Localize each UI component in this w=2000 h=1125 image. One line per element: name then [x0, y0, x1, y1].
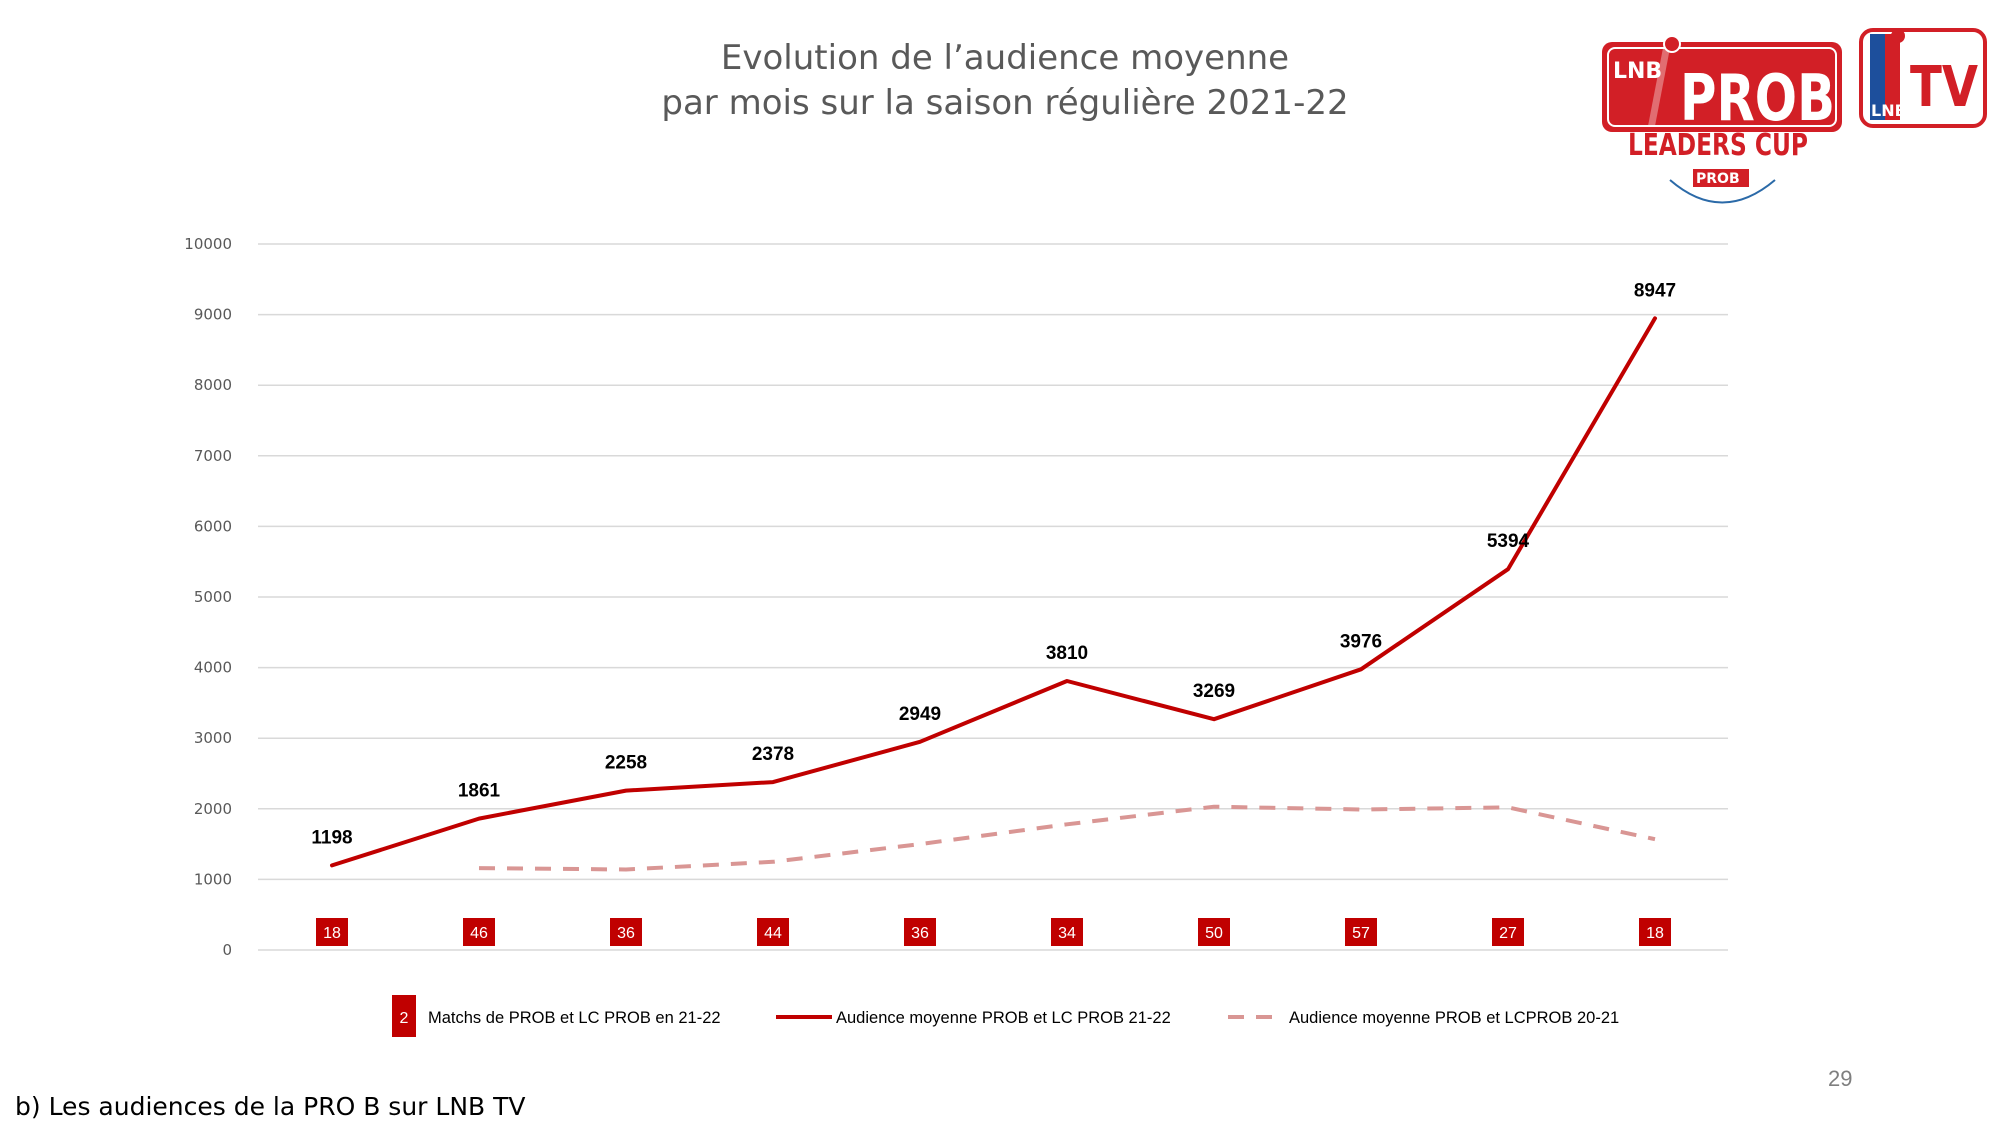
page-number: 29 [1828, 1066, 1853, 1091]
match-count-badge-label: 50 [1205, 925, 1223, 942]
match-count-badge: 34 [1051, 918, 1083, 946]
data-label: 5394 [1487, 531, 1530, 552]
match-count-badge-box [1345, 918, 1377, 946]
lnb-tv-logo: LNB TV [1858, 26, 1990, 132]
match-count-badge-box [463, 918, 495, 946]
y-tick-label: 4000 [194, 659, 232, 677]
match-count-badge: 27 [1492, 918, 1524, 946]
match-count-badge-box [1198, 918, 1230, 946]
match-count-badge-box [1492, 918, 1524, 946]
chart-title-line2: par mois sur la saison régulière 2021-22 [661, 83, 1349, 123]
y-tick-label: 1000 [194, 870, 232, 888]
match-count-badge-label: 18 [1646, 925, 1664, 942]
data-label: 2258 [605, 753, 647, 774]
prob-logo-main-text: PROB [1680, 62, 1835, 136]
chart-title-line1: Evolution de l’audience moyenne [720, 38, 1290, 78]
data-label: 1861 [458, 781, 501, 802]
match-count-badge-label: 57 [1352, 925, 1370, 942]
legend-label-current-season: Audience moyenne PROB et LC PROB 21-22 [836, 1009, 1171, 1027]
y-tick-label: 6000 [194, 517, 232, 535]
match-count-badge-box [1051, 918, 1083, 946]
match-count-badge: 44 [757, 918, 789, 946]
match-count-badge: 36 [904, 918, 936, 946]
slide-caption: b) Les audiences de la PRO B sur LNB TV [15, 1092, 526, 1121]
data-label: 8947 [1634, 280, 1676, 301]
prob-leaders-cup-logo: LNB PROB LEADERS CUP PROB [1600, 30, 1850, 220]
match-count-badge: 50 [1198, 918, 1230, 946]
data-labels: 1198 1861 2258 2378 2949 3810 3269 3976 5394 8947 [311, 280, 1676, 848]
gridlines [258, 243, 1728, 951]
match-count-badge-label: 44 [764, 925, 782, 942]
y-axis-tick-labels: 0 1000 2000 3000 4000 5000 6000 7000 8000 9000 100… [184, 235, 232, 959]
prob-logo-badge-text: PROB [1696, 171, 1740, 187]
series-line-2021-22 [330, 316, 1657, 868]
legend-label-previous-season: Audience moyenne PROB et LCPROB 20-21 [1289, 1009, 1619, 1027]
match-count-badge: 18 [1639, 918, 1671, 946]
y-tick-label: 9000 [194, 306, 232, 324]
match-count-badge-label: 27 [1499, 925, 1517, 942]
y-tick-label: 7000 [194, 447, 232, 465]
data-label: 3976 [1340, 631, 1382, 652]
match-count-badge-label: 34 [1058, 925, 1076, 942]
y-tick-label: 10000 [184, 235, 232, 253]
legend-item-matches: 2 Matchs de PROB et LC PROB en 21-22 [392, 995, 721, 1037]
match-count-badge-box [757, 918, 789, 946]
legend-label-matches: Matchs de PROB et LC PROB en 21-22 [428, 1009, 721, 1027]
data-label: 3269 [1193, 681, 1235, 702]
y-tick-label: 3000 [194, 729, 232, 747]
y-tick-label: 2000 [194, 800, 232, 818]
match-count-badge-box [1639, 918, 1671, 946]
match-count-badge-label: 36 [617, 925, 635, 942]
match-count-badges: 18 46 36 44 36 34 50 57 27 18 [316, 918, 1671, 946]
series-line-2020-21 [478, 804, 1656, 872]
y-tick-label: 8000 [194, 376, 232, 394]
legend-item-current-season: Audience moyenne PROB et LC PROB 21-22 [776, 1009, 1171, 1027]
match-count-badge: 57 [1345, 918, 1377, 946]
legend: 2 Matchs de PROB et LC PROB en 21-22 Audie… [392, 995, 1619, 1037]
prob-logo-leaders-cup-text: LEADERS CUP [1628, 128, 1808, 163]
match-count-badge-box [316, 918, 348, 946]
y-tick-label: 0 [222, 941, 232, 959]
match-count-badge-label: 46 [470, 925, 488, 942]
match-count-badge-label: 36 [911, 925, 929, 942]
prob-logo-lnb-text: LNB [1613, 59, 1662, 84]
legend-swatch-matches [392, 995, 416, 1037]
data-label: 2378 [752, 744, 794, 765]
legend-item-previous-season: Audience moyenne PROB et LCPROB 20-21 [1228, 1009, 1619, 1027]
match-count-badge-label: 18 [323, 925, 341, 942]
match-count-badge-box [904, 918, 936, 946]
data-label: 1198 [311, 827, 352, 848]
y-tick-label: 5000 [194, 588, 232, 606]
series-lines [330, 316, 1657, 872]
lnbtv-logo-main-text: TV [1910, 55, 1979, 120]
chart-title: Evolution de l’audience moyenne par mois… [600, 36, 1410, 126]
lnbtv-logo-badge-text: LNB [1871, 101, 1907, 120]
match-count-badge: 18 [316, 918, 348, 946]
match-count-badge-box [610, 918, 642, 946]
data-label: 3810 [1046, 643, 1088, 664]
data-label: 2949 [899, 704, 941, 725]
match-count-badge: 46 [463, 918, 495, 946]
match-count-badge: 36 [610, 918, 642, 946]
legend-swatch-matches-label: 2 [400, 1010, 409, 1027]
